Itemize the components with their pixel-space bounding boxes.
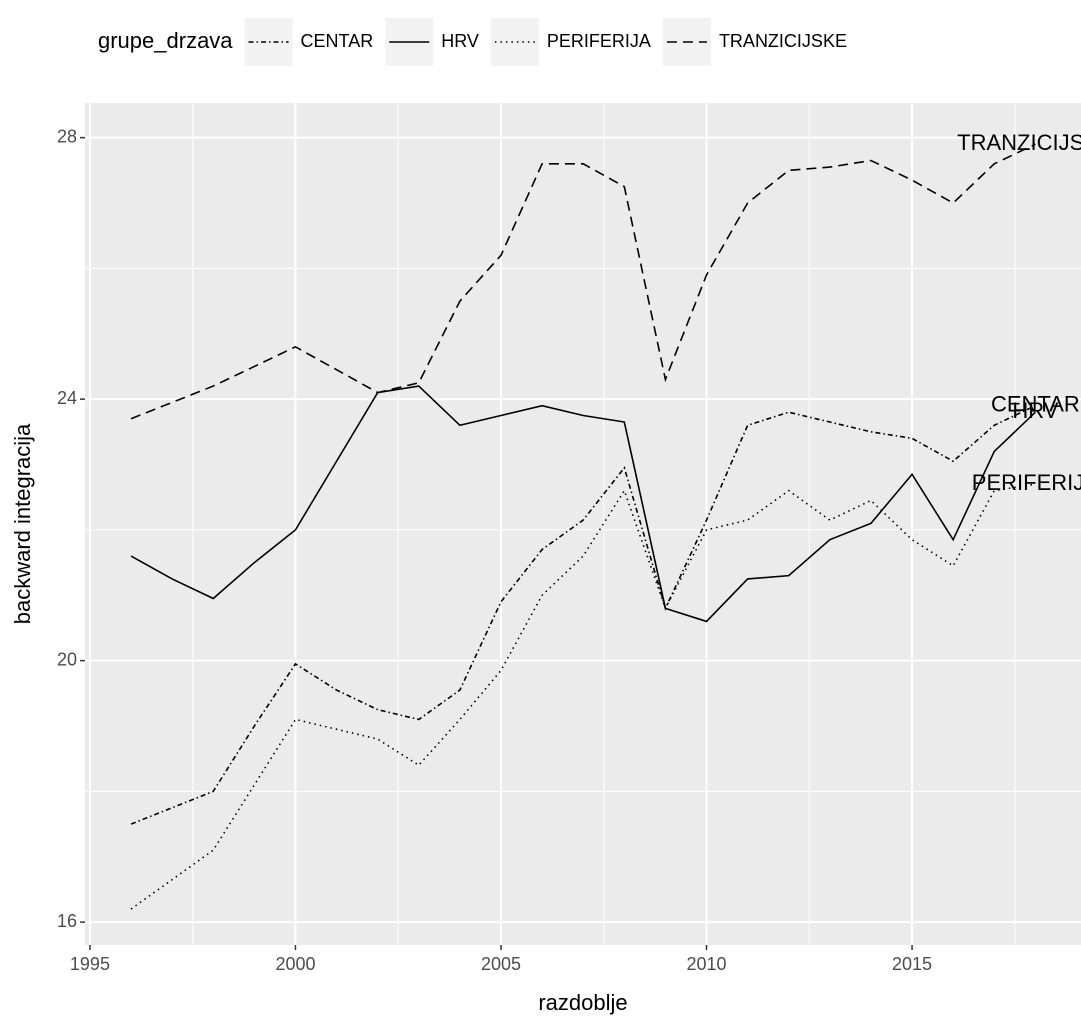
end-label: TRANZICIJSKE bbox=[957, 130, 1081, 155]
x-tick-label: 2000 bbox=[275, 954, 315, 974]
legend-key bbox=[490, 18, 539, 66]
end-label: HRV bbox=[1012, 398, 1058, 423]
legend-label: TRANZICIJSKE bbox=[719, 31, 847, 51]
series-line bbox=[130, 404, 1036, 825]
legend-title: grupe_drzava bbox=[98, 28, 233, 53]
y-tick-label: 20 bbox=[57, 649, 77, 669]
legend-label: HRV bbox=[441, 31, 479, 51]
series-line bbox=[130, 385, 1036, 623]
x-tick-label: 2015 bbox=[892, 954, 932, 974]
series-line bbox=[130, 483, 1036, 910]
plot-panel bbox=[85, 103, 1081, 945]
y-tick-label: 24 bbox=[57, 388, 77, 408]
series-line bbox=[130, 143, 1036, 420]
x-axis-title: razdoblje bbox=[538, 990, 627, 1015]
y-axis-title: backward integracija bbox=[10, 423, 35, 624]
x-tick-label: 1995 bbox=[70, 954, 110, 974]
legend-label: PERIFERIJA bbox=[547, 31, 651, 51]
y-tick-label: 16 bbox=[57, 911, 77, 931]
legend-label: CENTAR bbox=[301, 31, 374, 51]
x-tick-label: 2005 bbox=[481, 954, 521, 974]
end-label: PERIFERIJA bbox=[972, 470, 1081, 495]
x-tick-label: 2010 bbox=[687, 954, 727, 974]
y-tick-label: 28 bbox=[57, 126, 77, 146]
